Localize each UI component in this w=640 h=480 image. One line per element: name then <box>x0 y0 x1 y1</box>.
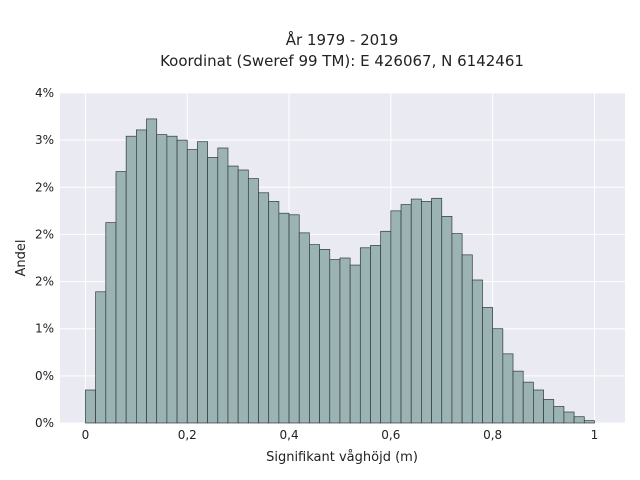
histogram-bar-49 <box>583 420 595 424</box>
histogram-bar-32 <box>410 198 422 424</box>
x-tick-label-4: 0,8 <box>483 428 502 442</box>
histogram-bar-42 <box>512 370 524 424</box>
histogram-bar-26 <box>349 264 361 424</box>
histogram-bar-0 <box>85 389 96 424</box>
histogram-bar-22 <box>309 244 320 424</box>
x-tick-label-0: 0 <box>82 428 90 442</box>
histogram-bar-10 <box>186 149 198 424</box>
histogram-bar-7 <box>156 134 168 424</box>
x-tick-label-2: 0,4 <box>280 428 299 442</box>
histogram-bar-35 <box>441 216 453 424</box>
histogram-bar-44 <box>533 389 544 424</box>
histogram-bar-14 <box>227 165 239 424</box>
histogram-bar-37 <box>461 254 473 424</box>
histogram-bar-27 <box>359 247 371 424</box>
histogram-bar-33 <box>421 201 432 424</box>
chart-title-line-1: År 1979 - 2019 <box>286 30 399 49</box>
histogram-bar-4 <box>125 135 137 424</box>
histogram-bar-1 <box>95 291 107 424</box>
histogram-bar-3 <box>115 171 127 424</box>
histogram-bar-48 <box>573 416 585 424</box>
histogram-bars <box>85 118 595 424</box>
histogram-bar-40 <box>492 328 504 424</box>
histogram-bar-21 <box>298 232 310 424</box>
y-tick-label-3: 2% <box>35 275 54 289</box>
chart-title-line-2: Koordinat (Sweref 99 TM): E 426067, N 61… <box>160 52 524 70</box>
histogram-bar-2 <box>105 222 117 424</box>
histogram-bar-6 <box>146 118 158 424</box>
histogram-bar-8 <box>166 135 178 424</box>
histogram-bar-24 <box>329 259 341 424</box>
histogram-bar-25 <box>339 257 351 424</box>
x-tick-label-3: 0,6 <box>381 428 400 442</box>
histogram-bar-18 <box>268 201 280 424</box>
histogram-bar-41 <box>502 353 514 424</box>
histogram-bar-15 <box>237 169 249 424</box>
histogram-bar-45 <box>543 399 555 424</box>
histogram-bar-36 <box>451 233 463 424</box>
histogram-bar-13 <box>217 147 229 424</box>
y-tick-label-0: 0% <box>35 416 54 430</box>
histogram-bar-9 <box>176 139 188 424</box>
histogram-bar-12 <box>207 157 219 424</box>
y-tick-label-5: 2% <box>35 180 54 194</box>
histogram-bar-31 <box>400 204 412 424</box>
histogram-bar-46 <box>553 406 565 424</box>
histogram-bar-39 <box>482 307 494 424</box>
histogram-bar-34 <box>431 197 443 424</box>
y-axis-label: Andel <box>14 240 29 277</box>
histogram-bar-43 <box>522 381 534 424</box>
y-tick-label-6: 3% <box>35 133 54 147</box>
y-tick-label-4: 2% <box>35 227 54 241</box>
tick-labels: 0 0,2 0,4 0,6 0,8 1 0% 0% 1% 2% 2% 2% 3% 4% <box>35 86 598 442</box>
y-tick-label-1: 0% <box>35 369 54 383</box>
histogram-bar-5 <box>136 129 147 424</box>
histogram-bar-23 <box>319 249 331 424</box>
histogram-bar-17 <box>258 192 270 424</box>
histogram-bar-38 <box>471 279 483 424</box>
histogram-bar-29 <box>380 230 392 424</box>
y-tick-label-7: 4% <box>35 86 54 100</box>
histogram-bar-20 <box>288 214 300 424</box>
histogram-bar-11 <box>197 141 208 424</box>
histogram-bar-30 <box>390 210 402 424</box>
x-tick-label-5: 1 <box>591 428 599 442</box>
histogram-bar-28 <box>370 245 382 424</box>
histogram-bar-19 <box>278 212 290 424</box>
x-tick-label-1: 0,2 <box>178 428 197 442</box>
histogram-bar-16 <box>247 178 259 424</box>
histogram-bar-47 <box>563 411 575 424</box>
x-axis-label: Signifikant våghöjd (m) <box>266 450 418 465</box>
y-tick-label-2: 1% <box>35 322 54 336</box>
